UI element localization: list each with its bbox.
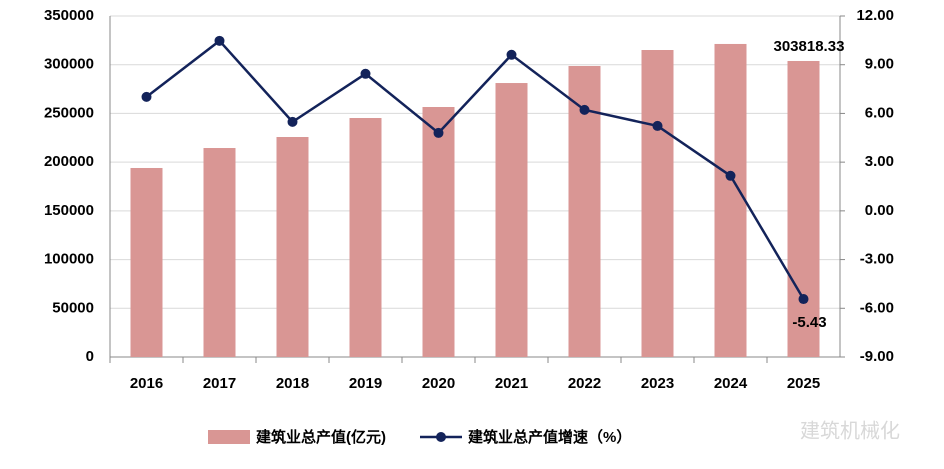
x-tick-label: 2017 — [203, 375, 236, 392]
line-marker — [433, 127, 444, 138]
y2-tick-label: -9.00 — [860, 348, 894, 365]
y-tick-label: 250000 — [44, 104, 94, 121]
y2-tick-label: -3.00 — [860, 251, 894, 268]
y-tick-label: 150000 — [44, 202, 94, 219]
y-tick-label: 350000 — [44, 7, 94, 24]
x-tick-label: 2024 — [714, 375, 748, 392]
line-marker — [652, 120, 663, 131]
legend-label: 建筑业总产值增速（%） — [468, 428, 631, 446]
data-label: -5.43 — [792, 314, 826, 331]
y-tick-label: 0 — [86, 348, 94, 365]
bar — [349, 118, 382, 357]
line-marker — [725, 170, 736, 181]
data-label: 303818.33 — [774, 38, 845, 55]
x-tick-label: 2019 — [349, 375, 382, 392]
x-tick-label: 2023 — [641, 375, 674, 392]
legend-swatch — [208, 430, 250, 444]
y2-tick-label: 3.00 — [865, 153, 894, 170]
line — [145, 39, 805, 300]
legend-swatch — [436, 432, 446, 442]
bar — [714, 43, 747, 357]
line-marker — [141, 91, 152, 102]
line-marker — [798, 294, 809, 305]
y2-tick-label: 0.00 — [865, 202, 894, 219]
x-tick-label: 2016 — [130, 375, 163, 392]
bar — [130, 167, 163, 357]
bar — [495, 83, 528, 358]
line-marker — [579, 104, 590, 115]
y2-tick-label: 6.00 — [865, 104, 894, 121]
legend-label: 建筑业总产值(亿元) — [256, 428, 386, 446]
x-tick-label: 2020 — [422, 375, 455, 392]
bar — [422, 106, 455, 357]
y-tick-label: 50000 — [52, 299, 94, 316]
x-tick-label: 2021 — [495, 375, 528, 392]
bar — [203, 148, 236, 357]
y-tick-label: 200000 — [44, 153, 94, 170]
bar — [641, 50, 674, 358]
y-tick-label: 100000 — [44, 251, 94, 268]
x-tick-label: 2025 — [787, 375, 820, 392]
line-marker — [360, 68, 371, 79]
x-tick-label: 2022 — [568, 375, 601, 392]
y2-tick-label: -6.00 — [860, 299, 894, 316]
line-marker — [287, 116, 298, 127]
y2-tick-label: 9.00 — [865, 56, 894, 73]
bar — [787, 60, 820, 357]
y-tick-label: 300000 — [44, 56, 94, 73]
line-marker — [506, 49, 517, 60]
bar — [276, 137, 309, 357]
line-marker — [214, 35, 225, 46]
x-tick-label: 2018 — [276, 375, 309, 392]
watermark: 建筑机械化 — [800, 419, 900, 442]
y2-tick-label: 12.00 — [856, 7, 894, 24]
